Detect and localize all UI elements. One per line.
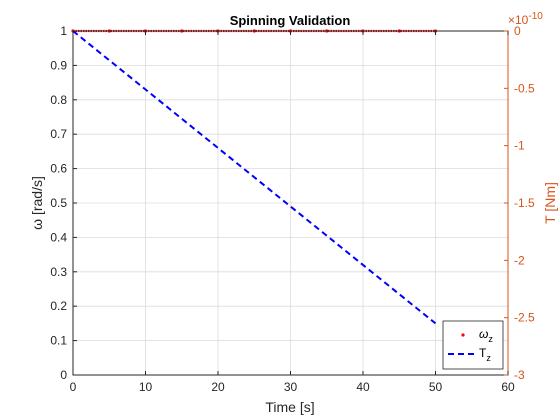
y-right-tick-label: -2.5 <box>514 311 535 325</box>
x-tick-label: 10 <box>139 380 153 394</box>
chart-title: Spinning Validation <box>230 13 351 28</box>
legend-label-omega-sub: z <box>488 334 493 344</box>
y-left-tick-label: 0.3 <box>50 265 67 279</box>
y-left-tick-label: 0.1 <box>50 334 67 348</box>
legend-box <box>442 320 504 370</box>
right-axis-exponent-power: -10 <box>528 11 543 22</box>
y-left-tick-label: 1 <box>60 24 67 38</box>
legend-label-torque: Tz <box>479 346 491 363</box>
y-left-ticks: 0 0.1 0.2 0.3 0.4 0.5 0.6 0.7 0.8 0.9 1 <box>50 24 77 382</box>
y-right-tick-label: -1 <box>514 139 525 153</box>
x-tick-label: 0 <box>70 380 77 394</box>
y-left-tick-label: 0.9 <box>50 58 67 72</box>
x-axis-label: Time [s] <box>265 399 314 415</box>
legend-label-torque-name: T <box>479 346 487 360</box>
x-ticks: 0 10 20 30 40 50 60 <box>70 31 515 394</box>
y-left-tick-label: 0.2 <box>50 299 67 313</box>
y-right-tick-label: -2 <box>514 253 525 267</box>
y-right-tick-label: -0.5 <box>514 81 535 95</box>
legend-label-torque-sub: z <box>486 353 491 363</box>
y-right-tick-label: -3 <box>514 368 525 382</box>
y-left-tick-label: 0.6 <box>50 162 67 176</box>
y-left-tick-label: 0 <box>60 368 67 382</box>
legend-entry-torque: Tz <box>448 346 491 363</box>
y-left-tick-label: 0.7 <box>50 127 67 141</box>
legend-label-omega: ωz <box>479 327 493 344</box>
series-torque-line <box>72 30 437 325</box>
y-left-tick-label: 0.5 <box>50 196 67 210</box>
legend-entry-omega: ωz <box>461 327 493 344</box>
x-tick-label: 50 <box>429 380 443 394</box>
y-right-ticks: -3 -2.5 -2 -1.5 -1 -0.5 0 <box>504 24 535 382</box>
right-axis-exponent-base: ×10 <box>508 13 529 27</box>
legend-label-omega-name: ω <box>479 327 488 341</box>
x-tick-label: 30 <box>284 380 298 394</box>
x-tick-label: 20 <box>211 380 225 394</box>
legend: ωz Tz <box>442 320 504 370</box>
y-right-axis-label: T [Nm] <box>542 182 558 224</box>
x-tick-label: 40 <box>356 380 370 394</box>
y-right-tick-label: 0 <box>514 24 521 38</box>
y-left-tick-label: 0.4 <box>50 230 67 244</box>
y-left-tick-label: 0.8 <box>50 93 67 107</box>
y-left-axis-label: ω [rad/s] <box>29 176 45 230</box>
right-axis-exponent: ×10-10 <box>508 11 543 27</box>
legend-marker-omega <box>461 333 465 337</box>
x-tick-label: 60 <box>501 380 515 394</box>
y-right-tick-label: -1.5 <box>514 196 535 210</box>
